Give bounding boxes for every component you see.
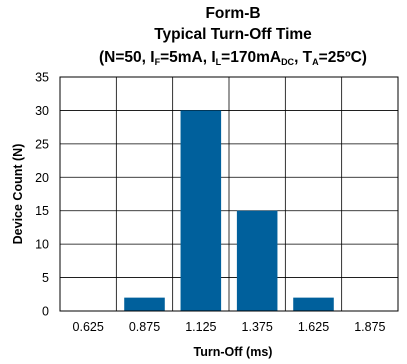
bars — [124, 110, 334, 311]
title3-l-sub: L — [216, 57, 222, 67]
title3-f-sub: F — [155, 57, 161, 67]
y-tick-label: 20 — [35, 171, 49, 185]
title3-mid3: , T — [294, 49, 313, 66]
grid-lines — [60, 76, 398, 312]
x-tick-label: 1.625 — [298, 320, 329, 334]
plot-frame — [59, 76, 399, 312]
title3-a-sub: A — [312, 57, 319, 67]
x-tick-labels: 0.625 0.875 1.125 1.375 1.625 1.875 — [73, 320, 386, 334]
chart-title-line1: Form-B — [205, 5, 260, 22]
title3-open: (N=50, I — [99, 49, 155, 66]
title3-close: =25ºC) — [319, 49, 367, 66]
x-tick-label: 1.375 — [242, 320, 273, 334]
chart-title-line2: Typical Turn-Off Time — [154, 26, 312, 43]
bar-1.375 — [236, 210, 278, 311]
y-tick-label: 10 — [35, 238, 49, 252]
title3-mid2: =170mA — [221, 49, 281, 66]
y-tick-label: 30 — [35, 104, 49, 118]
bar-1.125 — [180, 110, 222, 311]
title3-mid1: =5mA, I — [160, 49, 216, 66]
y-tick-label: 35 — [35, 71, 49, 85]
x-tick-label: 1.125 — [185, 320, 216, 334]
y-tick-label: 0 — [42, 305, 49, 319]
bar-1.625 — [293, 297, 334, 311]
y-tick-labels: 0 5 10 15 20 25 30 35 — [35, 71, 49, 319]
x-axis-label: Turn-Off (ms) — [194, 345, 273, 359]
y-tick-label: 5 — [42, 271, 49, 285]
y-tick-label: 15 — [35, 204, 49, 218]
chart-title-line3: (N=50, IF=5mA, IL=170mADC, TA=25ºC) — [99, 49, 367, 67]
y-axis-label: Device Count (N) — [11, 144, 25, 245]
bar-0.875 — [124, 297, 165, 311]
y-tick-label: 25 — [35, 137, 49, 151]
x-tick-label: 1.875 — [354, 320, 385, 334]
title3-dc-sub: DC — [281, 57, 294, 67]
x-tick-label: 0.875 — [129, 320, 160, 334]
x-tick-label: 0.625 — [73, 320, 104, 334]
